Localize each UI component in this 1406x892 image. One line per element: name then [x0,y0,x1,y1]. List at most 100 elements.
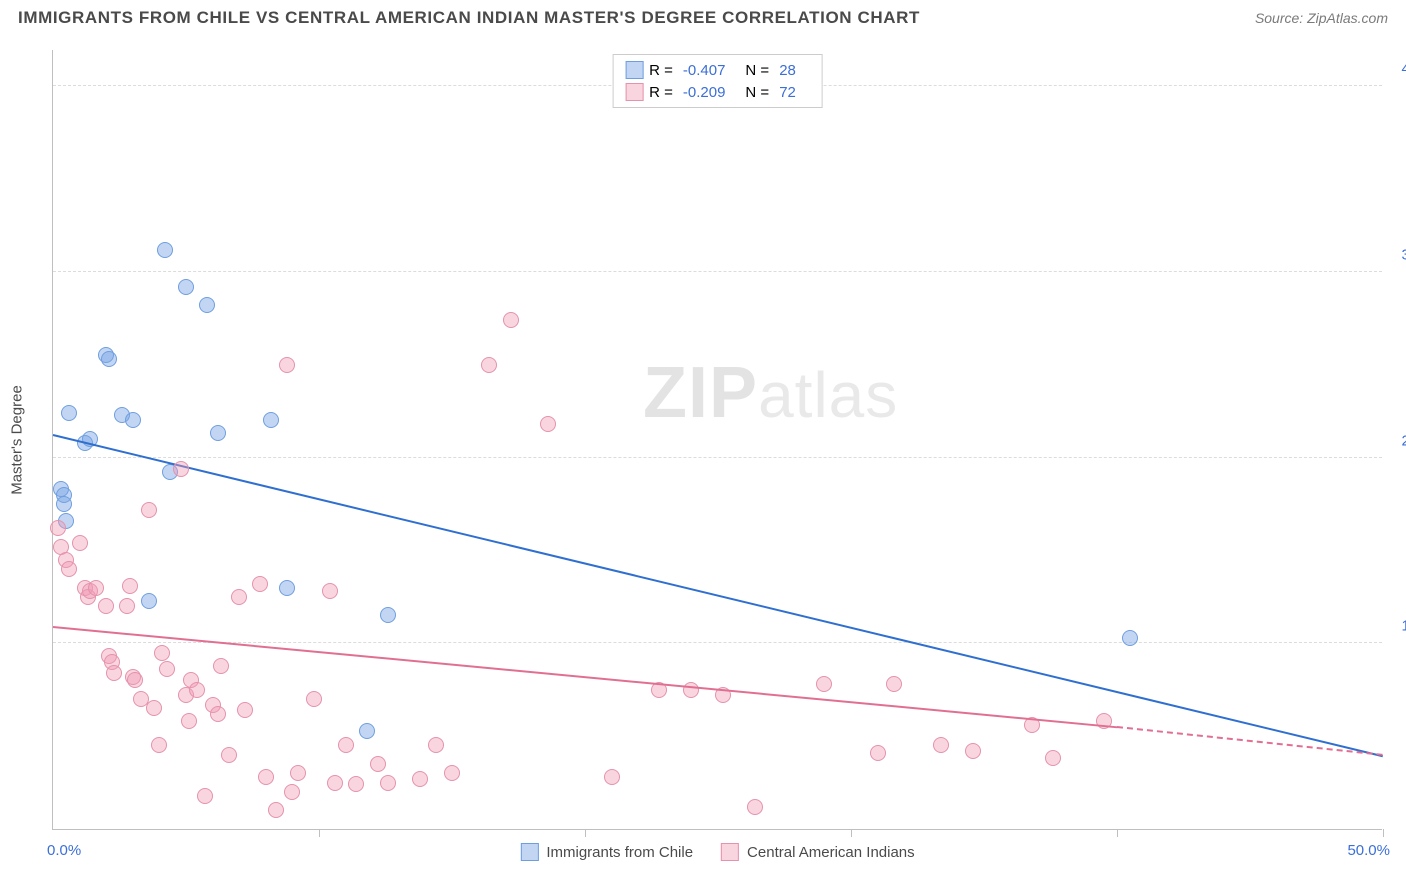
legend-stat-row: R = -0.209 N = 72 [625,81,810,103]
gridline [53,642,1382,643]
legend-swatch [721,843,739,861]
legend-stats: R = -0.407 N = 28 R = -0.209 N = 72 [612,54,823,108]
legend-series-item: Immigrants from Chile [520,843,693,861]
data-point-cai [370,756,386,772]
data-point-chile [380,607,396,623]
data-point-cai [933,737,949,753]
data-point-chile [61,405,77,421]
data-point-chile [56,496,72,512]
legend-swatch [520,843,538,861]
x-tick [585,829,586,837]
data-point-chile [279,580,295,596]
data-point-chile [157,242,173,258]
data-point-chile [141,593,157,609]
data-point-cai [268,802,284,818]
y-tick-label: 40.0% [1401,61,1406,78]
y-tick-label: 30.0% [1401,246,1406,263]
trend-line [1117,726,1383,756]
data-point-cai [604,769,620,785]
stat-r-label: R = [649,84,673,101]
data-point-cai [428,737,444,753]
data-point-cai [540,416,556,432]
data-point-cai [189,682,205,698]
x-tick [319,829,320,837]
data-point-cai [119,598,135,614]
x-tick [1383,829,1384,837]
data-point-cai [98,598,114,614]
legend-series-label: Central American Indians [747,844,915,861]
data-point-chile [1122,630,1138,646]
gridline [53,271,1382,272]
legend-swatch [625,83,643,101]
stat-r-value: -0.407 [683,62,726,79]
data-point-cai [146,700,162,716]
data-point-chile [125,412,141,428]
data-point-cai [290,765,306,781]
data-point-cai [154,645,170,661]
data-point-cai [181,713,197,729]
data-point-cai [412,771,428,787]
source-credit: Source: ZipAtlas.com [1255,10,1388,26]
data-point-chile [199,297,215,313]
watermark: ZIPatlas [643,352,898,434]
data-point-cai [106,665,122,681]
stat-n-label: N = [745,84,769,101]
data-point-cai [380,775,396,791]
legend-swatch [625,61,643,79]
y-tick-label: 20.0% [1401,432,1406,449]
data-point-cai [747,799,763,815]
x-tick [1117,829,1118,837]
x-tick [851,829,852,837]
legend-series-label: Immigrants from Chile [546,844,693,861]
data-point-cai [481,357,497,373]
legend-series: Immigrants from Chile Central American In… [520,843,914,861]
data-point-chile [263,412,279,428]
x-axis-origin-label: 0.0% [47,842,81,859]
y-tick-label: 10.0% [1401,618,1406,635]
data-point-cai [122,578,138,594]
data-point-cai [159,661,175,677]
data-point-cai [252,576,268,592]
stat-n-value: 72 [779,84,796,101]
stat-n-value: 28 [779,62,796,79]
data-point-cai [1045,750,1061,766]
data-point-chile [359,723,375,739]
header: IMMIGRANTS FROM CHILE VS CENTRAL AMERICA… [0,0,1406,32]
data-point-cai [870,745,886,761]
data-point-cai [322,583,338,599]
data-point-chile [210,425,226,441]
stat-r-value: -0.209 [683,84,726,101]
data-point-cai [306,691,322,707]
data-point-cai [683,682,699,698]
data-point-cai [816,676,832,692]
data-point-cai [197,788,213,804]
data-point-cai [338,737,354,753]
data-point-cai [886,676,902,692]
x-axis-max-label: 50.0% [1347,842,1390,859]
data-point-cai [210,706,226,722]
data-point-cai [61,561,77,577]
scatter-chart: Master's Degree 0.0% 50.0% ZIPatlas R =-… [52,50,1382,830]
y-axis-label: Master's Degree [9,385,26,495]
legend-series-item: Central American Indians [721,843,915,861]
legend-stat-row: R = -0.407 N = 28 [625,59,810,81]
data-point-cai [284,784,300,800]
gridline [53,457,1382,458]
data-point-cai [50,520,66,536]
stat-n-label: N = [745,62,769,79]
data-point-cai [72,535,88,551]
data-point-cai [279,357,295,373]
data-point-cai [173,461,189,477]
stat-r-label: R = [649,62,673,79]
data-point-cai [88,580,104,596]
data-point-cai [213,658,229,674]
data-point-cai [221,747,237,763]
data-point-cai [327,775,343,791]
data-point-cai [503,312,519,328]
data-point-cai [965,743,981,759]
data-point-cai [231,589,247,605]
data-point-chile [178,279,194,295]
data-point-cai [127,672,143,688]
data-point-chile [101,351,117,367]
data-point-cai [348,776,364,792]
